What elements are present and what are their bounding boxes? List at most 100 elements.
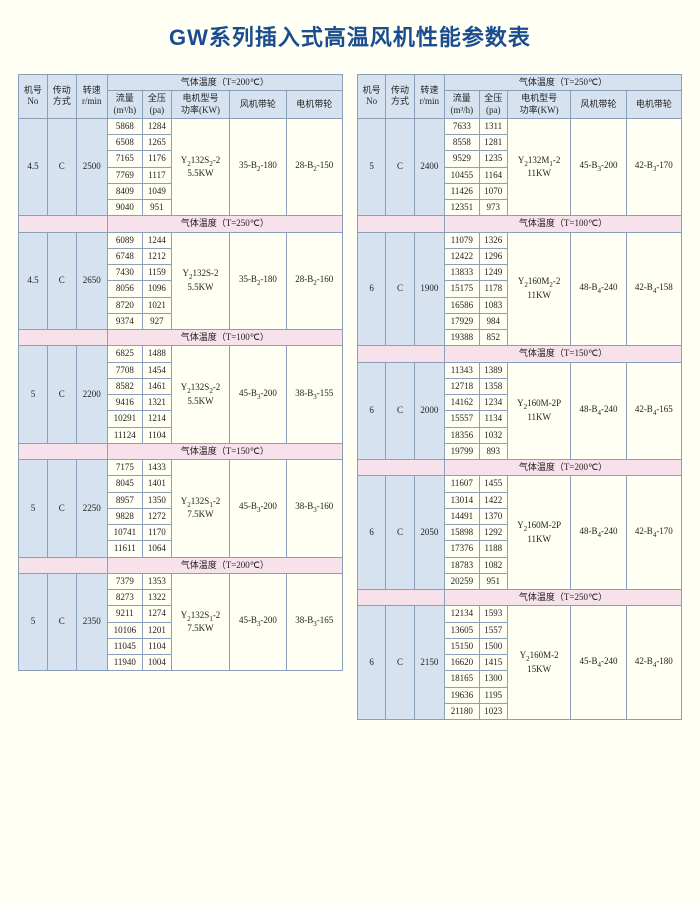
cell-motor: Y2132M1-211KW	[507, 118, 570, 216]
cell-flow: 11124	[107, 427, 142, 443]
section-header: 气体温度（T=250℃）	[444, 590, 681, 606]
cell-pressure: 1300	[479, 671, 507, 687]
cell-flow: 11940	[107, 655, 142, 671]
cell-flow: 7175	[107, 460, 142, 476]
cell-flow: 7708	[107, 362, 142, 378]
cell-pressure: 1415	[479, 655, 507, 671]
cell-pressure: 1322	[142, 590, 171, 606]
cell-motor: Y2132S1-27.5KW	[171, 573, 229, 671]
table-row: 5C225071751433Y2132S1-27.5KW45-B3-20038-…	[19, 460, 343, 476]
cell-flow: 8957	[107, 492, 142, 508]
section-spacer	[358, 216, 445, 232]
cell-flow: 8558	[444, 135, 479, 151]
cell-pressure: 1488	[142, 346, 171, 362]
cell-flow: 10291	[107, 411, 142, 427]
cell-pressure: 1164	[479, 167, 507, 183]
cell-motor: Y2132S1-27.5KW	[171, 460, 229, 558]
th-temp: 气体温度（T=200℃）	[107, 75, 342, 91]
cell-no: 5	[19, 346, 48, 444]
th-temp: 气体温度（T=250℃）	[444, 75, 681, 91]
cell-flow: 11426	[444, 183, 479, 199]
cell-pressure: 1023	[479, 703, 507, 719]
cell-flow: 19388	[444, 330, 479, 346]
cell-flow: 10741	[107, 525, 142, 541]
cell-flow: 17376	[444, 541, 479, 557]
section-header: 气体温度（T=100℃）	[444, 216, 681, 232]
cell-flow: 11079	[444, 232, 479, 248]
th-no: 机号No	[358, 75, 386, 119]
cell-flow: 18165	[444, 671, 479, 687]
th-speed: 转速r/min	[76, 75, 107, 119]
cell-motor-pulley: 38-B3-155	[286, 346, 342, 444]
cell-motor: Y2160M-215KW	[507, 606, 570, 720]
cell-pressure: 1401	[142, 476, 171, 492]
section-header: 气体温度（T=150℃）	[444, 346, 681, 362]
section-header: 气体温度（T=100℃）	[107, 330, 342, 346]
cell-pressure: 1284	[142, 118, 171, 134]
cell-pressure: 1032	[479, 427, 507, 443]
cell-flow: 9416	[107, 395, 142, 411]
cell-drive: C	[386, 118, 414, 216]
cell-speed: 2350	[76, 573, 107, 671]
cell-flow: 19799	[444, 443, 479, 459]
table-row: 6C2150121341593Y2160M-215KW45-B4-24042-B…	[358, 606, 682, 622]
th-fan-pulley: 风机带轮	[571, 91, 626, 119]
cell-flow: 8409	[107, 183, 142, 199]
table-container: 机号No传动方式转速r/min气体温度（T=200℃）流量(m³/h)全压(pa…	[18, 74, 682, 720]
cell-flow: 12134	[444, 606, 479, 622]
cell-flow: 15175	[444, 281, 479, 297]
cell-flow: 11343	[444, 362, 479, 378]
cell-flow: 8720	[107, 297, 142, 313]
cell-pressure: 1557	[479, 622, 507, 638]
cell-flow: 11607	[444, 476, 479, 492]
cell-pressure: 1212	[142, 248, 171, 264]
cell-pressure: 1292	[479, 525, 507, 541]
section-spacer	[19, 443, 108, 459]
cell-pressure: 1265	[142, 135, 171, 151]
cell-no: 6	[358, 362, 386, 460]
cell-flow: 12351	[444, 200, 479, 216]
cell-flow: 5868	[107, 118, 142, 134]
table-row: 4.5C265060891244Y2132S-25.5KW35-B2-18028…	[19, 232, 343, 248]
cell-flow: 15557	[444, 411, 479, 427]
cell-speed: 2250	[76, 460, 107, 558]
cell-flow: 6508	[107, 135, 142, 151]
cell-drive: C	[386, 476, 414, 590]
cell-pressure: 1272	[142, 508, 171, 524]
cell-pressure: 1370	[479, 508, 507, 524]
cell-fan-pulley: 48-B4-240	[571, 362, 626, 460]
cell-pressure: 1104	[142, 427, 171, 443]
cell-motor-pulley: 42-B4-165	[626, 362, 681, 460]
cell-pressure: 1389	[479, 362, 507, 378]
cell-motor: Y2132S2-25.5KW	[171, 346, 229, 444]
cell-pressure: 1070	[479, 183, 507, 199]
table-row: 5C220068251488Y2132S2-25.5KW45-B3-20038-…	[19, 346, 343, 362]
cell-pressure: 1234	[479, 395, 507, 411]
cell-flow: 15150	[444, 638, 479, 654]
th-speed: 转速r/min	[414, 75, 444, 119]
cell-motor-pulley: 38-B3-165	[286, 573, 342, 671]
cell-flow: 7165	[107, 151, 142, 167]
section-spacer	[358, 460, 445, 476]
cell-no: 4.5	[19, 232, 48, 330]
cell-flow: 7769	[107, 167, 142, 183]
cell-pressure: 1214	[142, 411, 171, 427]
cell-drive: C	[386, 232, 414, 346]
cell-pressure: 1311	[479, 118, 507, 134]
cell-flow: 8582	[107, 378, 142, 394]
cell-drive: C	[386, 606, 414, 720]
cell-fan-pulley: 45-B3-200	[230, 460, 286, 558]
cell-speed: 2000	[414, 362, 444, 460]
section-spacer	[358, 346, 445, 362]
left-table: 机号No传动方式转速r/min气体温度（T=200℃）流量(m³/h)全压(pa…	[18, 74, 343, 671]
cell-fan-pulley: 45-B3-200	[230, 346, 286, 444]
cell-drive: C	[47, 573, 76, 671]
cell-drive: C	[47, 346, 76, 444]
cell-fan-pulley: 35-B2-180	[230, 232, 286, 330]
left-column: 机号No传动方式转速r/min气体温度（T=200℃）流量(m³/h)全压(pa…	[18, 74, 343, 671]
cell-fan-pulley: 45-B3-200	[571, 118, 626, 216]
cell-flow: 20259	[444, 573, 479, 589]
cell-speed: 2500	[76, 118, 107, 216]
cell-flow: 8273	[107, 590, 142, 606]
section-header: 气体温度（T=200℃）	[444, 460, 681, 476]
